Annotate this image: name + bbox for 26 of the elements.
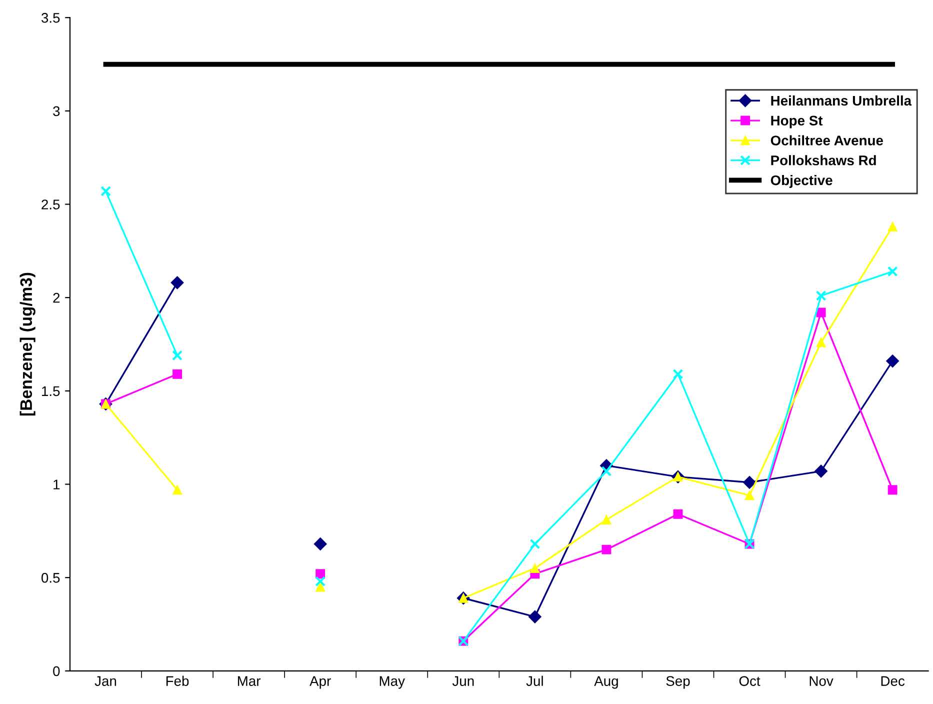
legend-label: Pollokshaws Rd — [771, 155, 876, 166]
x-tick-label: Apr — [310, 676, 331, 689]
legend-label: Hope St — [771, 116, 823, 128]
x-tick-label: Sep — [666, 676, 690, 689]
x-tick-label: May — [380, 676, 405, 689]
y-tick-label: 0 — [53, 666, 60, 676]
y-tick-label: 2 — [53, 292, 60, 303]
legend-label: Ochiltree Avenue — [770, 135, 884, 146]
x-tick-label: Mar — [238, 676, 261, 686]
legend-label: Heilanmans Umbrella — [771, 95, 912, 106]
legend-label: Objective — [770, 174, 832, 188]
x-tick-label: Jun — [452, 676, 474, 686]
y-tick-label: 3.5 — [41, 12, 60, 23]
y-tick-label: 1.5 — [42, 386, 60, 396]
y-axis-title: [Benzene] (ug/m3) — [20, 272, 36, 416]
x-tick-label: Dec — [881, 676, 905, 686]
y-tick-label: 1 — [54, 480, 60, 490]
x-tick-label: Jan — [94, 676, 116, 686]
x-tick-label: Aug — [594, 676, 618, 689]
y-tick-label: 3 — [53, 106, 60, 116]
y-tick-label: 0.5 — [41, 572, 60, 583]
x-tick-label: Jul — [526, 676, 543, 686]
x-tick-label: Oct — [739, 676, 760, 686]
x-tick-label: Nov — [810, 676, 834, 686]
y-tick-label: 2.5 — [42, 200, 60, 210]
x-tick-label: Feb — [166, 676, 189, 686]
